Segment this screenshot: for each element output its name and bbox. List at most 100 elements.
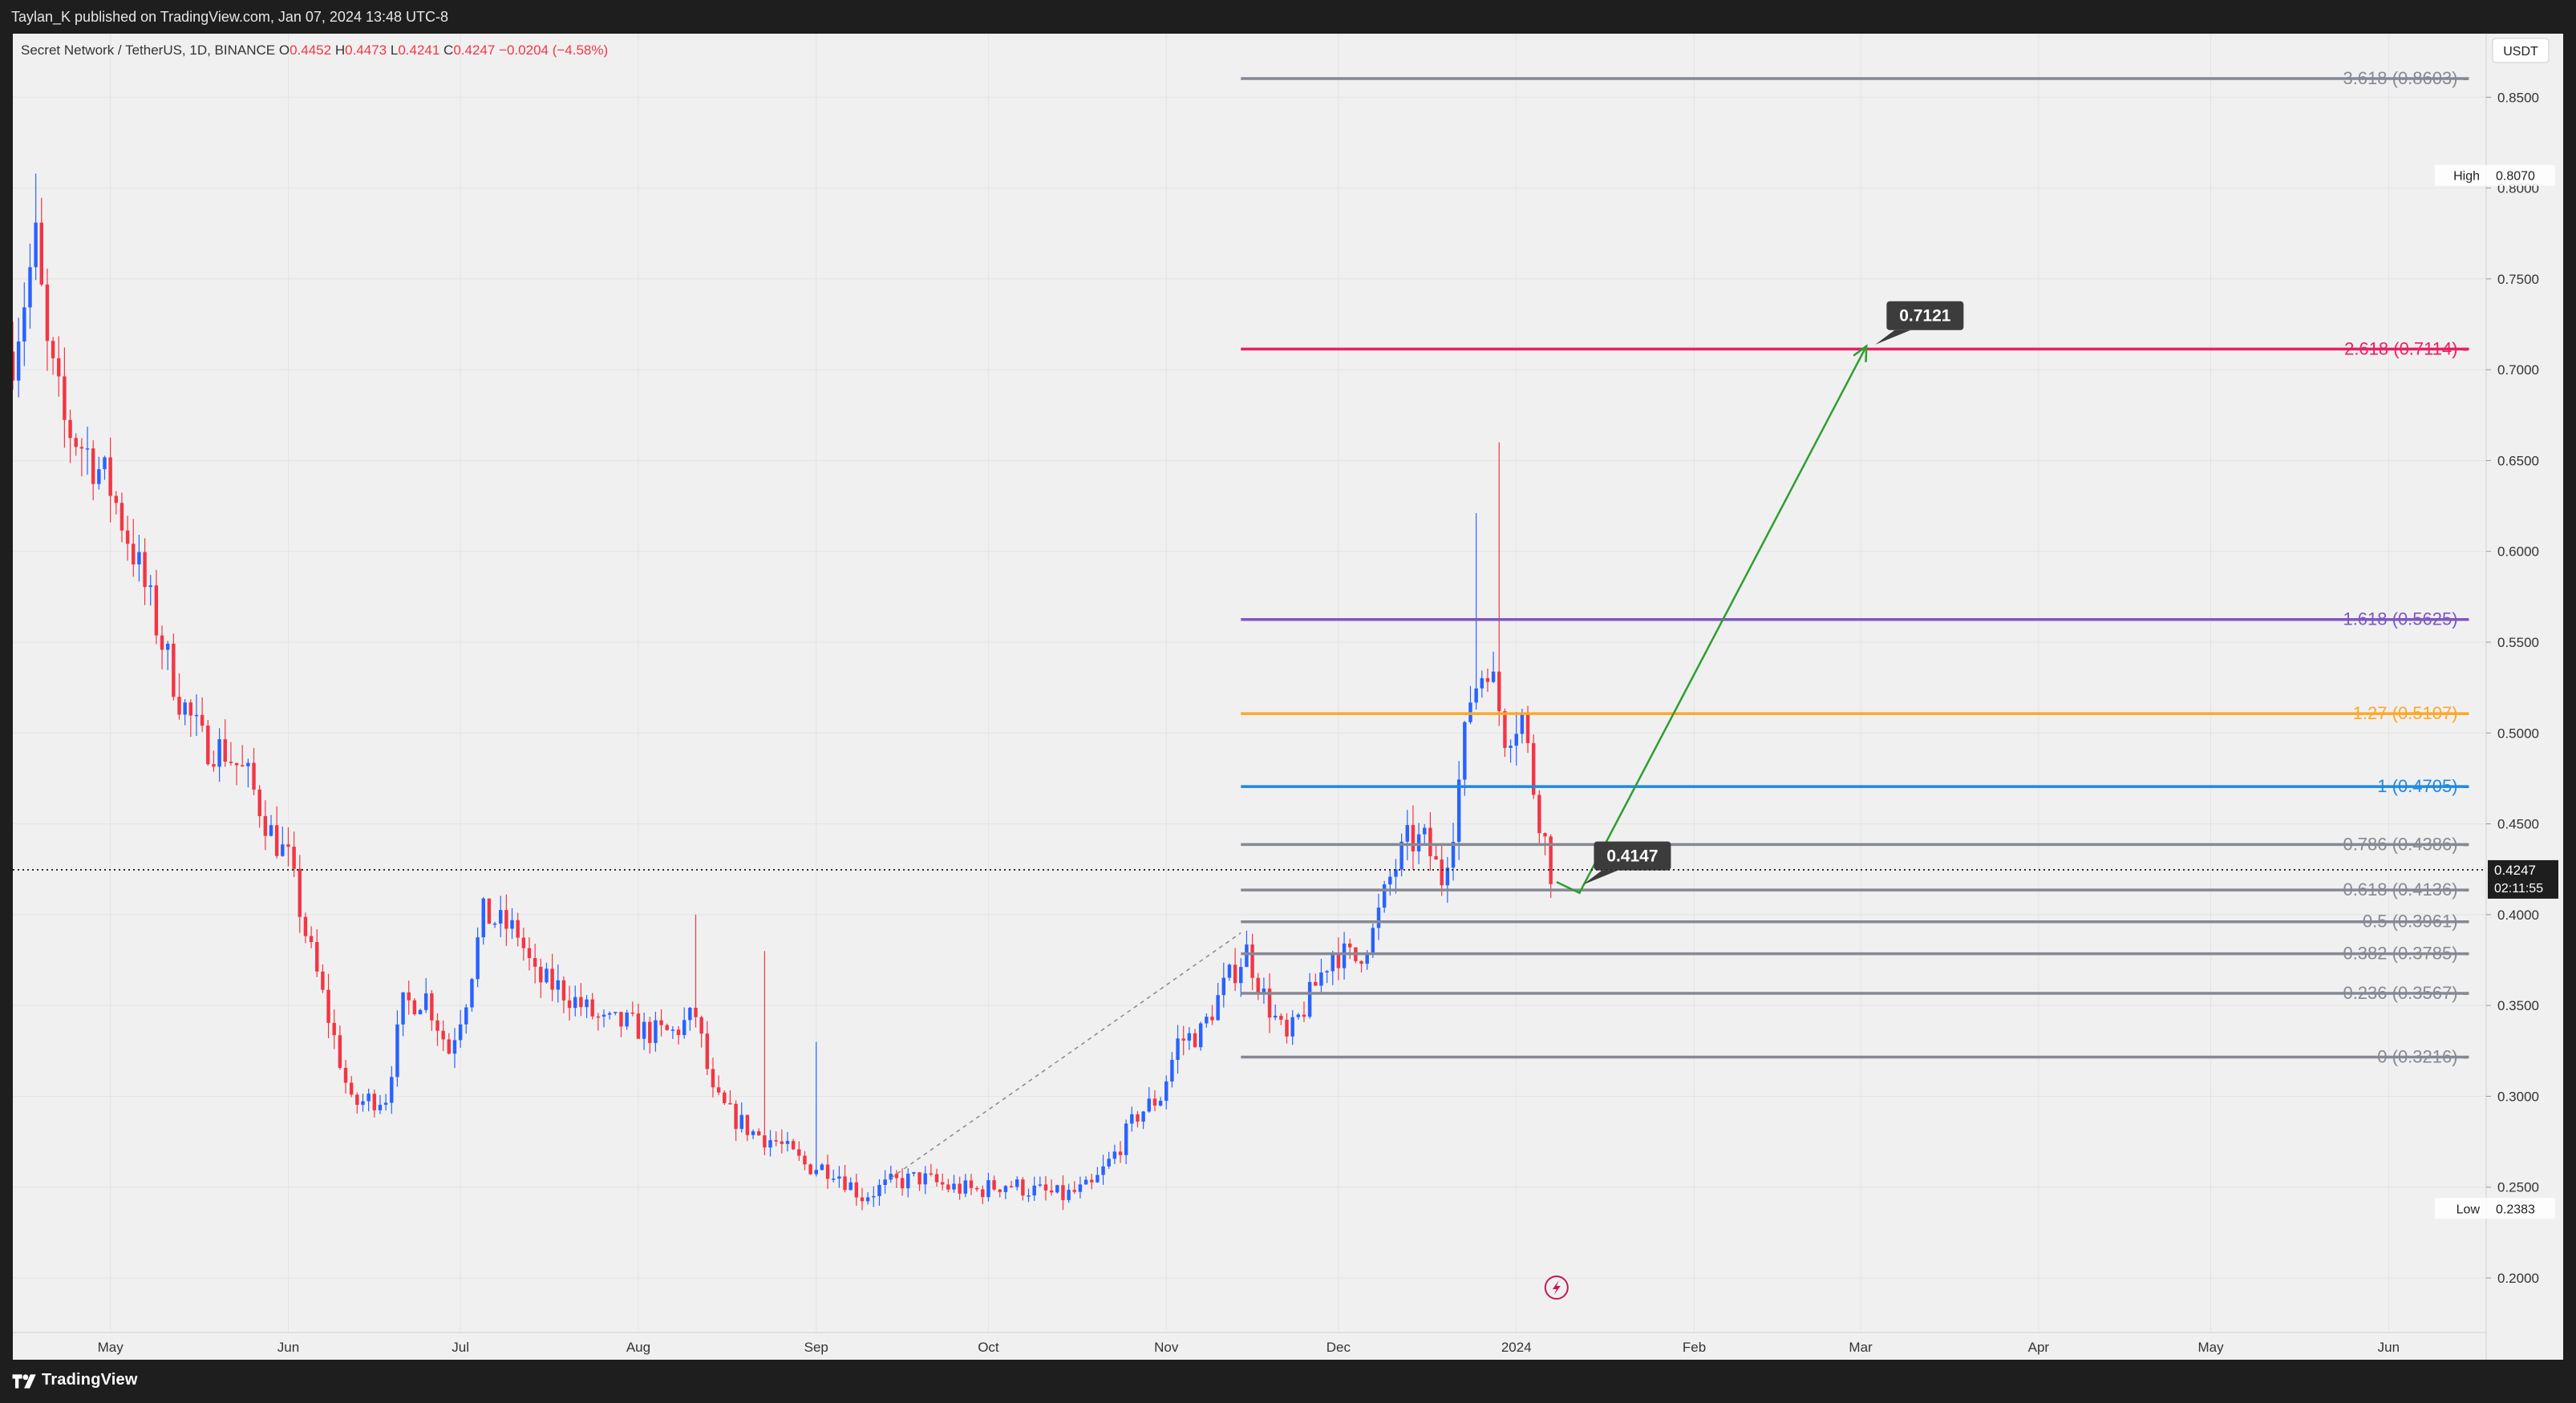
candle	[521, 928, 526, 961]
candle-body	[447, 1039, 452, 1054]
candle-body	[183, 702, 187, 715]
fib-level: 0.618 (0.4136) -	[1241, 879, 2469, 900]
candle	[464, 1004, 468, 1034]
candle-body	[814, 1170, 818, 1175]
candle-body	[504, 910, 508, 929]
candle	[1428, 812, 1432, 871]
publish-bar: Taylan_K published on TradingView.com, J…	[0, 0, 2576, 34]
candle-body	[188, 702, 193, 716]
candle-body	[165, 643, 170, 650]
candle	[872, 1186, 876, 1207]
candle-body	[1158, 1101, 1163, 1106]
candle	[1388, 868, 1392, 896]
candle	[958, 1176, 962, 1200]
candle-body	[1118, 1151, 1123, 1155]
candle	[763, 951, 767, 1156]
candle-body	[969, 1180, 974, 1188]
candle-body	[338, 1035, 342, 1068]
low-marker-value: 0.2383	[2496, 1203, 2535, 1216]
candle-body	[1314, 981, 1318, 986]
candle	[1342, 932, 1347, 980]
candle	[125, 516, 130, 561]
candle-body	[1273, 1016, 1278, 1018]
candle	[579, 983, 583, 1017]
chart-area[interactable]: 0.2000 0.2500 0.3000 0.3500 0.4000 0.4500 0.50…	[13, 34, 2563, 1360]
candle	[883, 1170, 887, 1194]
candle	[642, 1013, 646, 1050]
candle-body	[917, 1172, 921, 1185]
candle	[814, 1041, 818, 1177]
candle-body	[1164, 1081, 1169, 1102]
candle-body	[1285, 1019, 1289, 1037]
candle	[1096, 1166, 1100, 1183]
candle-body	[1233, 964, 1237, 984]
candle-body	[240, 765, 245, 766]
candle	[1136, 1110, 1140, 1128]
candle	[1451, 823, 1456, 881]
candle	[1043, 1175, 1048, 1201]
candle	[1009, 1180, 1014, 1188]
candle-body	[1256, 977, 1260, 994]
candle-body	[768, 1140, 772, 1148]
candle	[234, 762, 239, 786]
callout-label: 0.4147	[1606, 847, 1658, 866]
candle	[217, 728, 221, 782]
candle	[1394, 859, 1398, 894]
candle	[1399, 833, 1403, 877]
candle-body	[234, 762, 239, 766]
candle	[212, 750, 216, 772]
y-tick-label: 0.7000	[2497, 362, 2539, 378]
candle-body	[1239, 967, 1243, 984]
candle	[269, 815, 273, 837]
candle-body	[963, 1180, 968, 1194]
candle-body	[63, 376, 67, 420]
candle	[952, 1175, 956, 1193]
candle-body	[74, 438, 78, 447]
candle-body	[160, 635, 164, 650]
candle	[780, 1129, 784, 1154]
candle-body	[1440, 859, 1444, 886]
x-tick-label: Nov	[1154, 1340, 1179, 1355]
candle	[1193, 1029, 1197, 1048]
candle-body	[200, 714, 205, 726]
candle-body	[688, 1007, 692, 1021]
candle	[16, 317, 21, 398]
candle	[1411, 805, 1416, 870]
candle-body	[734, 1103, 738, 1130]
candle-body	[390, 1077, 394, 1103]
candle	[1158, 1097, 1163, 1107]
candle-body	[1216, 995, 1220, 1021]
candle	[607, 1011, 612, 1020]
candle	[1245, 930, 1249, 968]
candle-body	[34, 222, 38, 268]
candle	[22, 282, 26, 366]
candle	[492, 921, 497, 928]
candle	[556, 964, 560, 1003]
y-tick-label: 0.3000	[2497, 1089, 2539, 1104]
y-tick-label: 0.8500	[2497, 90, 2539, 105]
candle	[614, 1012, 618, 1016]
candle-body	[1205, 1017, 1209, 1024]
x-tick-label: Apr	[2028, 1340, 2050, 1355]
candle-body	[1428, 827, 1432, 856]
candle-body	[745, 1114, 750, 1135]
candle-body	[57, 358, 61, 377]
candle-body	[872, 1195, 876, 1198]
candle	[97, 456, 101, 490]
candle	[383, 1094, 388, 1111]
candle-body	[1302, 1014, 1306, 1017]
candle-body	[1096, 1175, 1100, 1183]
candle	[1210, 1005, 1214, 1025]
candle	[103, 455, 107, 480]
candle-body	[79, 447, 84, 449]
candle-body	[567, 1000, 572, 1009]
candle-body	[906, 1173, 910, 1189]
candle	[1514, 712, 1518, 766]
candle-body	[1296, 1014, 1301, 1017]
candle	[854, 1174, 859, 1206]
candle-body	[694, 1007, 698, 1017]
candle-body	[361, 1101, 365, 1106]
candle-body	[498, 910, 503, 924]
price-chart[interactable]: 0.2000 0.2500 0.3000 0.3500 0.4000 0.4500 0.50…	[13, 34, 2563, 1360]
candle	[91, 440, 95, 500]
